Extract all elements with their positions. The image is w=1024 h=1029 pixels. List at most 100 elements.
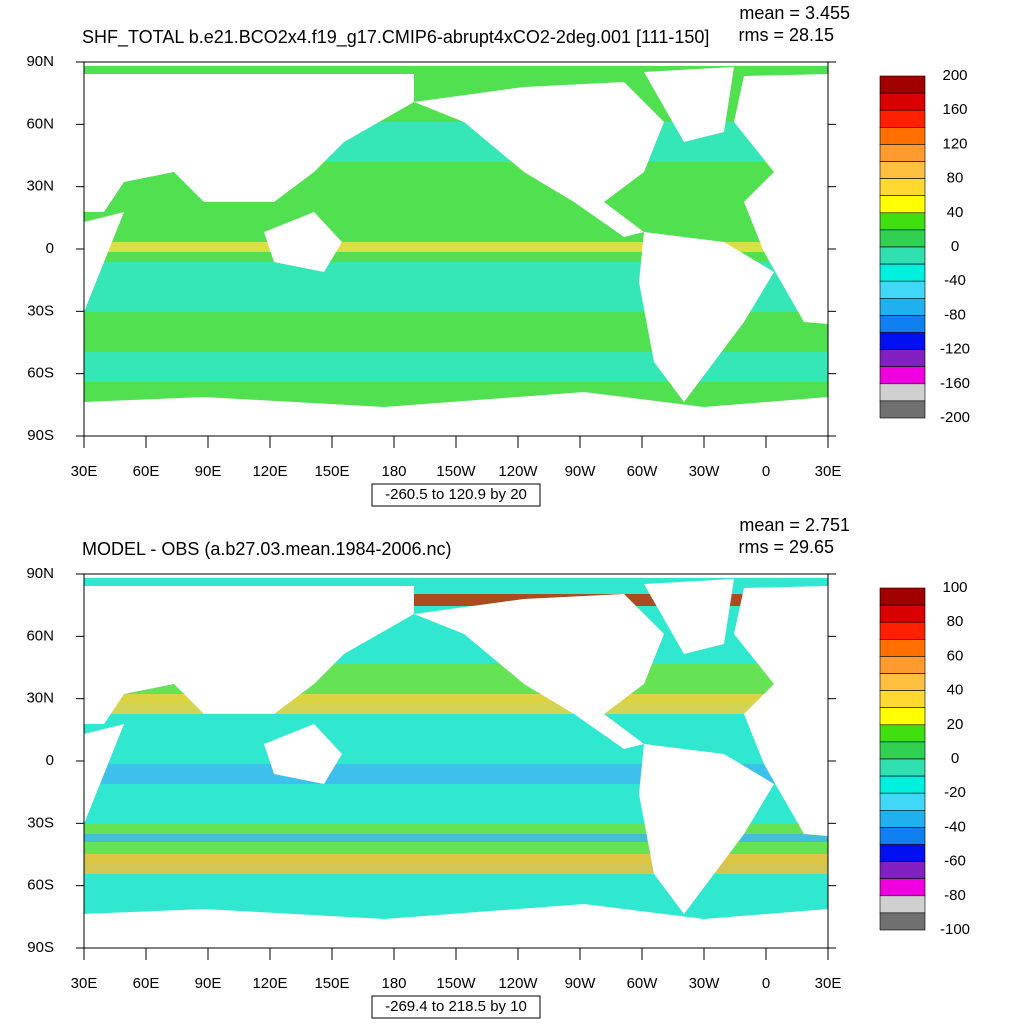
panel-title: MODEL - OBS (a.b27.03.mean.1984-2006.nc) bbox=[82, 539, 452, 559]
colorbar-label: 100 bbox=[942, 579, 967, 596]
colorbar-label: -80 bbox=[944, 306, 966, 323]
land bbox=[414, 82, 664, 237]
map-field bbox=[84, 66, 828, 436]
colorbar-box bbox=[879, 383, 926, 402]
range-label: -260.5 to 120.9 by 20 bbox=[385, 486, 527, 503]
colorbar-box bbox=[879, 724, 926, 743]
lat-label: 0 bbox=[46, 752, 54, 769]
lon-label: 30E bbox=[71, 463, 98, 480]
colorbar-box bbox=[879, 297, 926, 316]
lat-label: 60S bbox=[27, 365, 54, 382]
colorbar-label: -120 bbox=[940, 341, 970, 358]
land bbox=[414, 594, 664, 749]
lon-label: 120W bbox=[498, 463, 538, 480]
colorbar-label: 60 bbox=[947, 647, 964, 664]
lon-label: 180 bbox=[381, 463, 406, 480]
lon-label: 150W bbox=[436, 975, 476, 992]
land bbox=[264, 212, 342, 272]
colorbar-box bbox=[879, 400, 926, 419]
lat-label: 30N bbox=[26, 690, 54, 707]
lon-label: 30W bbox=[689, 975, 721, 992]
colorbar-box bbox=[879, 604, 926, 623]
land bbox=[84, 74, 414, 212]
colorbar-box bbox=[879, 844, 926, 862]
colorbar-label: 200 bbox=[942, 67, 967, 84]
land bbox=[639, 744, 774, 914]
colorbar-box bbox=[879, 75, 926, 94]
colorbar-box bbox=[879, 861, 926, 879]
rms-label: rms = 28.15 bbox=[738, 25, 834, 45]
colorbar-box bbox=[879, 638, 926, 657]
lon-label: 120W bbox=[498, 975, 538, 992]
colorbar-label: -40 bbox=[944, 272, 966, 289]
lon-label: 120E bbox=[252, 463, 287, 480]
colorbar-box bbox=[879, 332, 926, 350]
lon-label: 120E bbox=[252, 975, 287, 992]
lat-label: 0 bbox=[46, 240, 54, 257]
colorbar-label: -160 bbox=[940, 375, 970, 392]
colorbar-box bbox=[879, 690, 926, 708]
colorbar-label: 40 bbox=[947, 204, 964, 221]
colorbar-box bbox=[879, 315, 926, 333]
range-label: -269.4 to 218.5 by 10 bbox=[385, 998, 527, 1015]
colorbar-box bbox=[879, 178, 926, 197]
colorbar-label: 0 bbox=[951, 238, 959, 255]
range-box bbox=[371, 995, 541, 1019]
land bbox=[644, 67, 734, 142]
colorbar-label: -100 bbox=[940, 921, 970, 938]
lon-label: 90E bbox=[195, 975, 222, 992]
colorbar-label: 20 bbox=[947, 716, 964, 733]
field-band bbox=[84, 834, 828, 842]
land bbox=[84, 392, 828, 436]
colorbar-box bbox=[879, 229, 926, 248]
colorbar-box bbox=[879, 109, 926, 128]
panel-title: SHF_TOTAL b.e21.BCO2x4.f19_g17.CMIP6-abr… bbox=[82, 27, 709, 48]
map-panel: SHF_TOTAL b.e21.BCO2x4.f19_g17.CMIP6-abr… bbox=[26, 3, 970, 507]
lon-label: 30E bbox=[71, 975, 98, 992]
colorbar-box bbox=[879, 280, 926, 299]
colorbar-box bbox=[879, 161, 926, 179]
lon-label: 90W bbox=[565, 463, 597, 480]
lat-label: 60N bbox=[26, 115, 54, 132]
colorbar-label: 160 bbox=[942, 101, 967, 118]
lat-label: 30S bbox=[27, 814, 54, 831]
field-band bbox=[84, 854, 828, 874]
lat-label: 60S bbox=[27, 877, 54, 894]
lon-label: 90E bbox=[195, 463, 222, 480]
colorbar-box bbox=[879, 792, 926, 811]
colorbar-box bbox=[879, 758, 926, 777]
range-box bbox=[371, 483, 541, 507]
map-field bbox=[84, 578, 828, 948]
colorbar-box bbox=[879, 212, 926, 231]
colorbar-box bbox=[879, 895, 926, 914]
land bbox=[644, 579, 734, 654]
lon-label: 150W bbox=[436, 463, 476, 480]
land bbox=[264, 724, 342, 784]
colorbar-label: 40 bbox=[947, 682, 964, 699]
colorbar-box bbox=[879, 263, 926, 282]
colorbar-box bbox=[879, 878, 926, 897]
colorbar-label: -20 bbox=[944, 784, 966, 801]
field-band bbox=[84, 242, 828, 252]
lon-label: 0 bbox=[762, 975, 770, 992]
lon-label: 0 bbox=[762, 463, 770, 480]
land bbox=[84, 904, 828, 948]
lat-label: 90N bbox=[26, 53, 54, 70]
colorbar-box bbox=[879, 366, 926, 385]
colorbar-label: -60 bbox=[944, 853, 966, 870]
colorbar-label: -80 bbox=[944, 887, 966, 904]
land bbox=[84, 724, 124, 824]
colorbar-box bbox=[879, 656, 926, 674]
lat-label: 90S bbox=[27, 427, 54, 444]
colorbar-box bbox=[879, 127, 926, 145]
lon-label: 30E bbox=[815, 463, 842, 480]
land bbox=[639, 232, 774, 402]
colorbar-label: -200 bbox=[940, 409, 970, 426]
colorbar-box bbox=[879, 707, 926, 726]
colorbar-box bbox=[879, 827, 926, 845]
land bbox=[84, 586, 414, 724]
lon-label: 60W bbox=[627, 975, 659, 992]
colorbar-box bbox=[879, 587, 926, 606]
colorbar-box bbox=[879, 775, 926, 794]
